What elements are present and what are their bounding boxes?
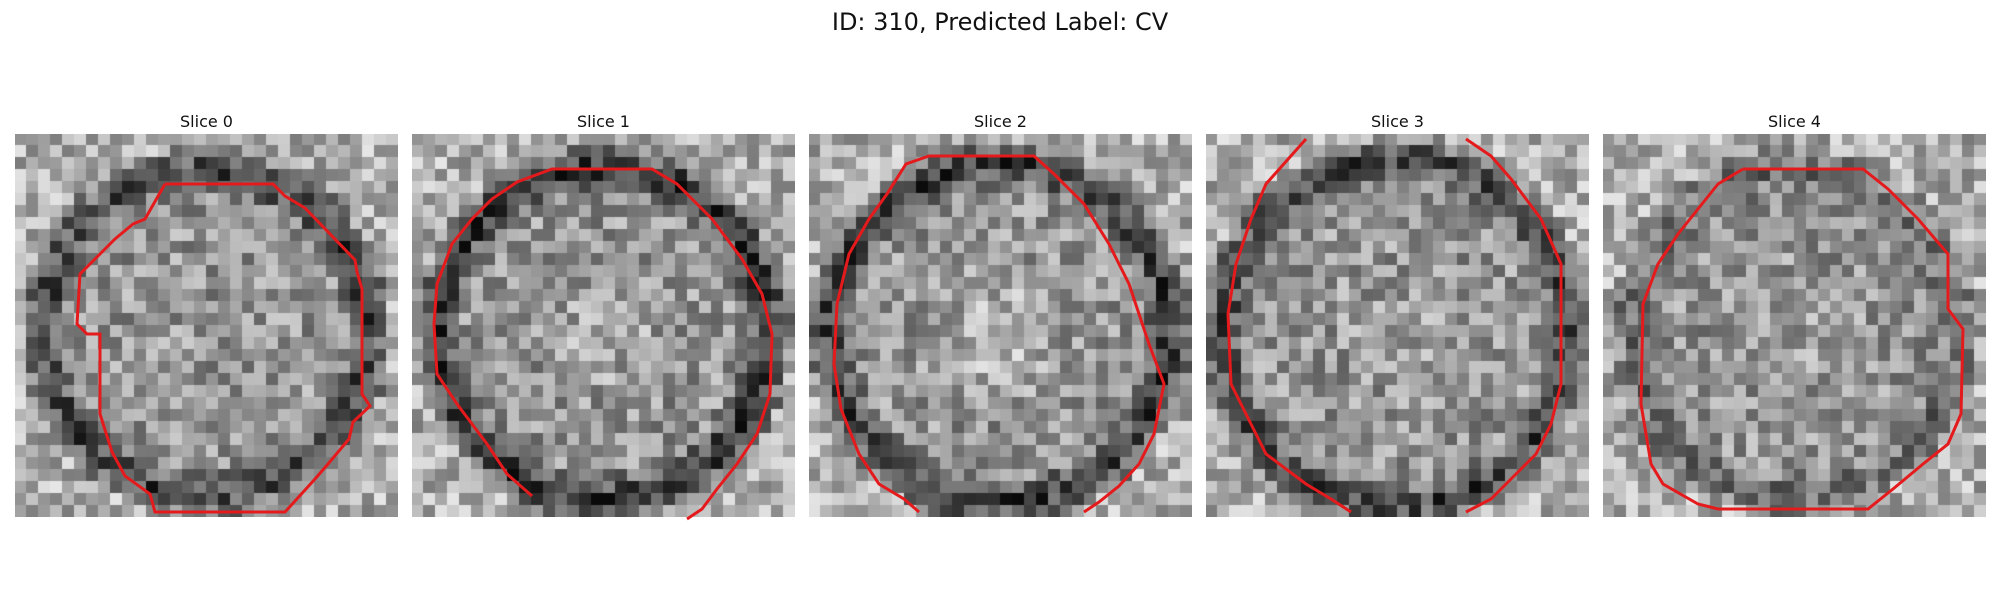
slice-title: Slice 2 <box>974 112 1027 131</box>
slice-panel-0: Slice 0 <box>15 110 398 517</box>
segmentation-contour <box>1639 167 1965 511</box>
slice-panel-1: Slice 1 <box>412 110 795 521</box>
slice-title: Slice 3 <box>1371 112 1424 131</box>
segmentation-contour <box>832 154 1166 514</box>
segmentation-contour <box>75 182 372 514</box>
slice-panel-4: Slice 4 <box>1603 110 1986 517</box>
slice-panel-2: Slice 2 <box>809 110 1192 517</box>
slice-image <box>412 134 795 517</box>
figure-title: ID: 310, Predicted Label: CV <box>831 8 1169 36</box>
segmentation-contour <box>1226 137 1563 514</box>
slice-title: Slice 0 <box>180 112 233 131</box>
slice-panel-3: Slice 3 <box>1206 110 1589 517</box>
segmentation-contour <box>432 167 774 521</box>
slice-title: Slice 1 <box>577 112 630 131</box>
slice-title: Slice 4 <box>1768 112 1821 131</box>
slice-image <box>809 134 1192 517</box>
slice-image <box>1603 134 1986 517</box>
